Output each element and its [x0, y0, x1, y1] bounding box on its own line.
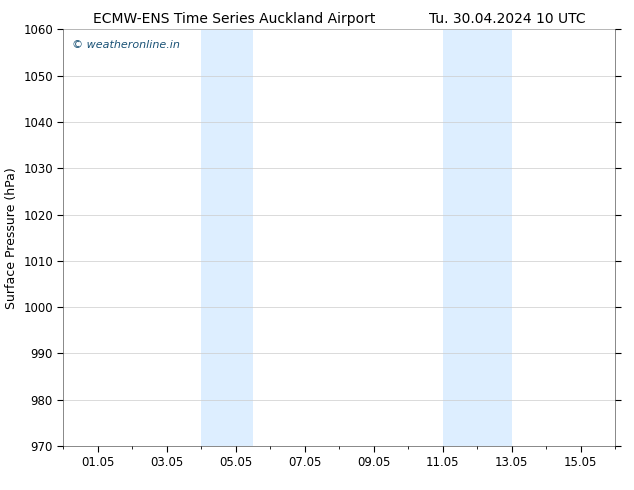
- Y-axis label: Surface Pressure (hPa): Surface Pressure (hPa): [4, 167, 18, 309]
- Bar: [202, 29, 253, 446]
- Text: © weatheronline.in: © weatheronline.in: [72, 40, 179, 50]
- Bar: [443, 29, 512, 446]
- Text: ECMW-ENS Time Series Auckland Airport: ECMW-ENS Time Series Auckland Airport: [93, 12, 376, 26]
- Text: Tu. 30.04.2024 10 UTC: Tu. 30.04.2024 10 UTC: [429, 12, 586, 26]
